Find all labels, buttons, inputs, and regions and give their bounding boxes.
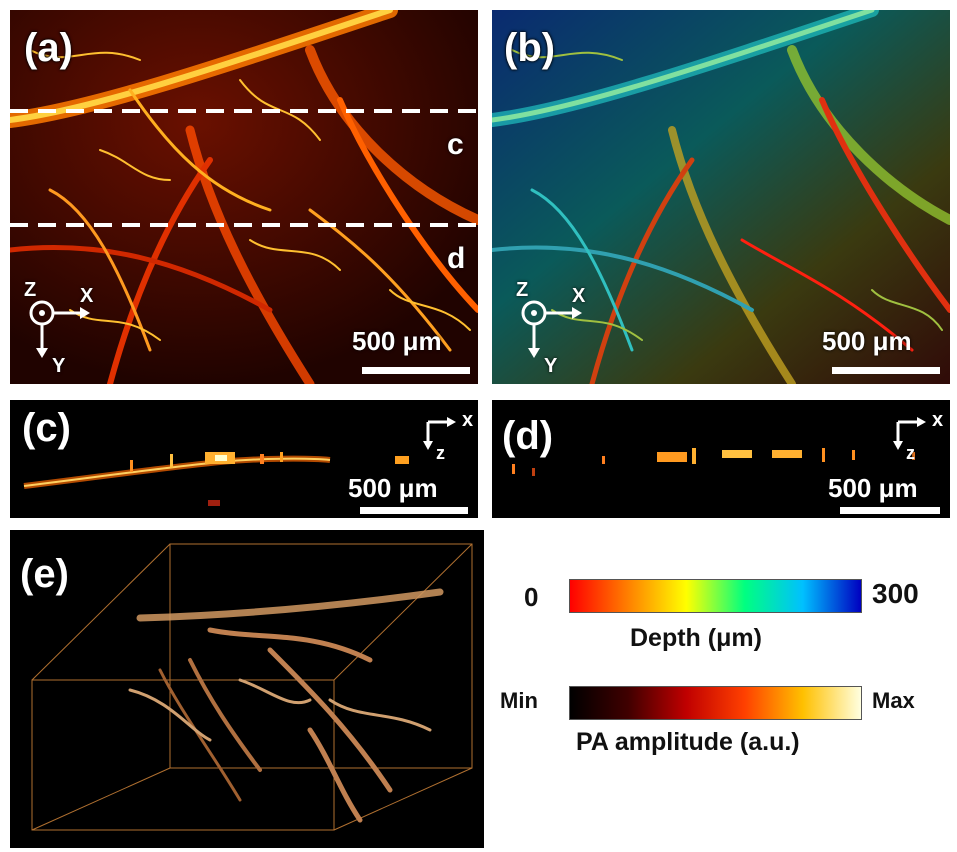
panel-a-image: (a) c d Z X Y 500 μm: [10, 10, 478, 384]
axis-glyph-a: [29, 300, 90, 358]
axis-glyph-b: [521, 300, 582, 358]
axis-x-label-a: X: [80, 285, 94, 307]
panel-d-image: (d) x z 500 μm: [492, 400, 950, 518]
axis-z-label-b: Z: [516, 279, 529, 301]
scale-bar-d: [840, 507, 940, 514]
line-c-label: c: [447, 128, 464, 161]
panel-b-label: (b): [504, 26, 556, 70]
scale-bar-a: [362, 367, 470, 374]
axis-glyph-d: [893, 417, 926, 450]
scale-text-d: 500 μm: [828, 473, 918, 503]
scale-text-c: 500 μm: [348, 473, 438, 503]
panel-a-label: (a): [24, 26, 73, 70]
depth-colorbar: [569, 579, 862, 613]
panel-c-label: (c): [22, 406, 71, 450]
axis-z-label-d: z: [906, 443, 915, 463]
cross-section-d: [512, 448, 915, 476]
depth-colorbar-max: 300: [872, 578, 919, 609]
axis-x-label-d: x: [932, 409, 944, 431]
amplitude-colorbar-max: Max: [872, 688, 915, 713]
scale-text-b: 500 μm: [822, 326, 912, 356]
cross-section-c: [23, 452, 409, 506]
panel-e-label: (e): [20, 552, 69, 596]
amplitude-colorbar: [569, 686, 862, 720]
vessel-map-a: [10, 10, 478, 384]
depth-colorbar-min: 0: [524, 582, 539, 612]
panel-c-image: (c) x z 500 μm: [10, 400, 478, 518]
axis-x-label-c: x: [462, 409, 474, 431]
line-d-label: d: [447, 242, 466, 275]
depth-map-b: [492, 10, 950, 384]
scale-bar-b: [832, 367, 940, 374]
scale-bar-c: [360, 507, 468, 514]
panel-d-label: (d): [502, 414, 554, 458]
volume-render-e: [31, 543, 473, 831]
axis-x-label-b: X: [572, 285, 586, 307]
panel-b-image: (b) Z X Y 500 μm: [492, 10, 950, 384]
axis-y-label-b: Y: [544, 355, 558, 377]
panel-e-image: (e): [10, 530, 484, 848]
axis-y-label-a: Y: [52, 355, 66, 377]
amplitude-colorbar-min: Min: [500, 688, 538, 713]
depth-colorbar-title: Depth (μm): [630, 624, 762, 652]
axis-z-label-c: z: [436, 443, 445, 463]
scale-text-a: 500 μm: [352, 326, 442, 356]
amplitude-colorbar-title: PA amplitude (a.u.): [576, 728, 800, 756]
axis-glyph-c: [423, 417, 456, 450]
axis-z-label-a: Z: [24, 279, 37, 301]
